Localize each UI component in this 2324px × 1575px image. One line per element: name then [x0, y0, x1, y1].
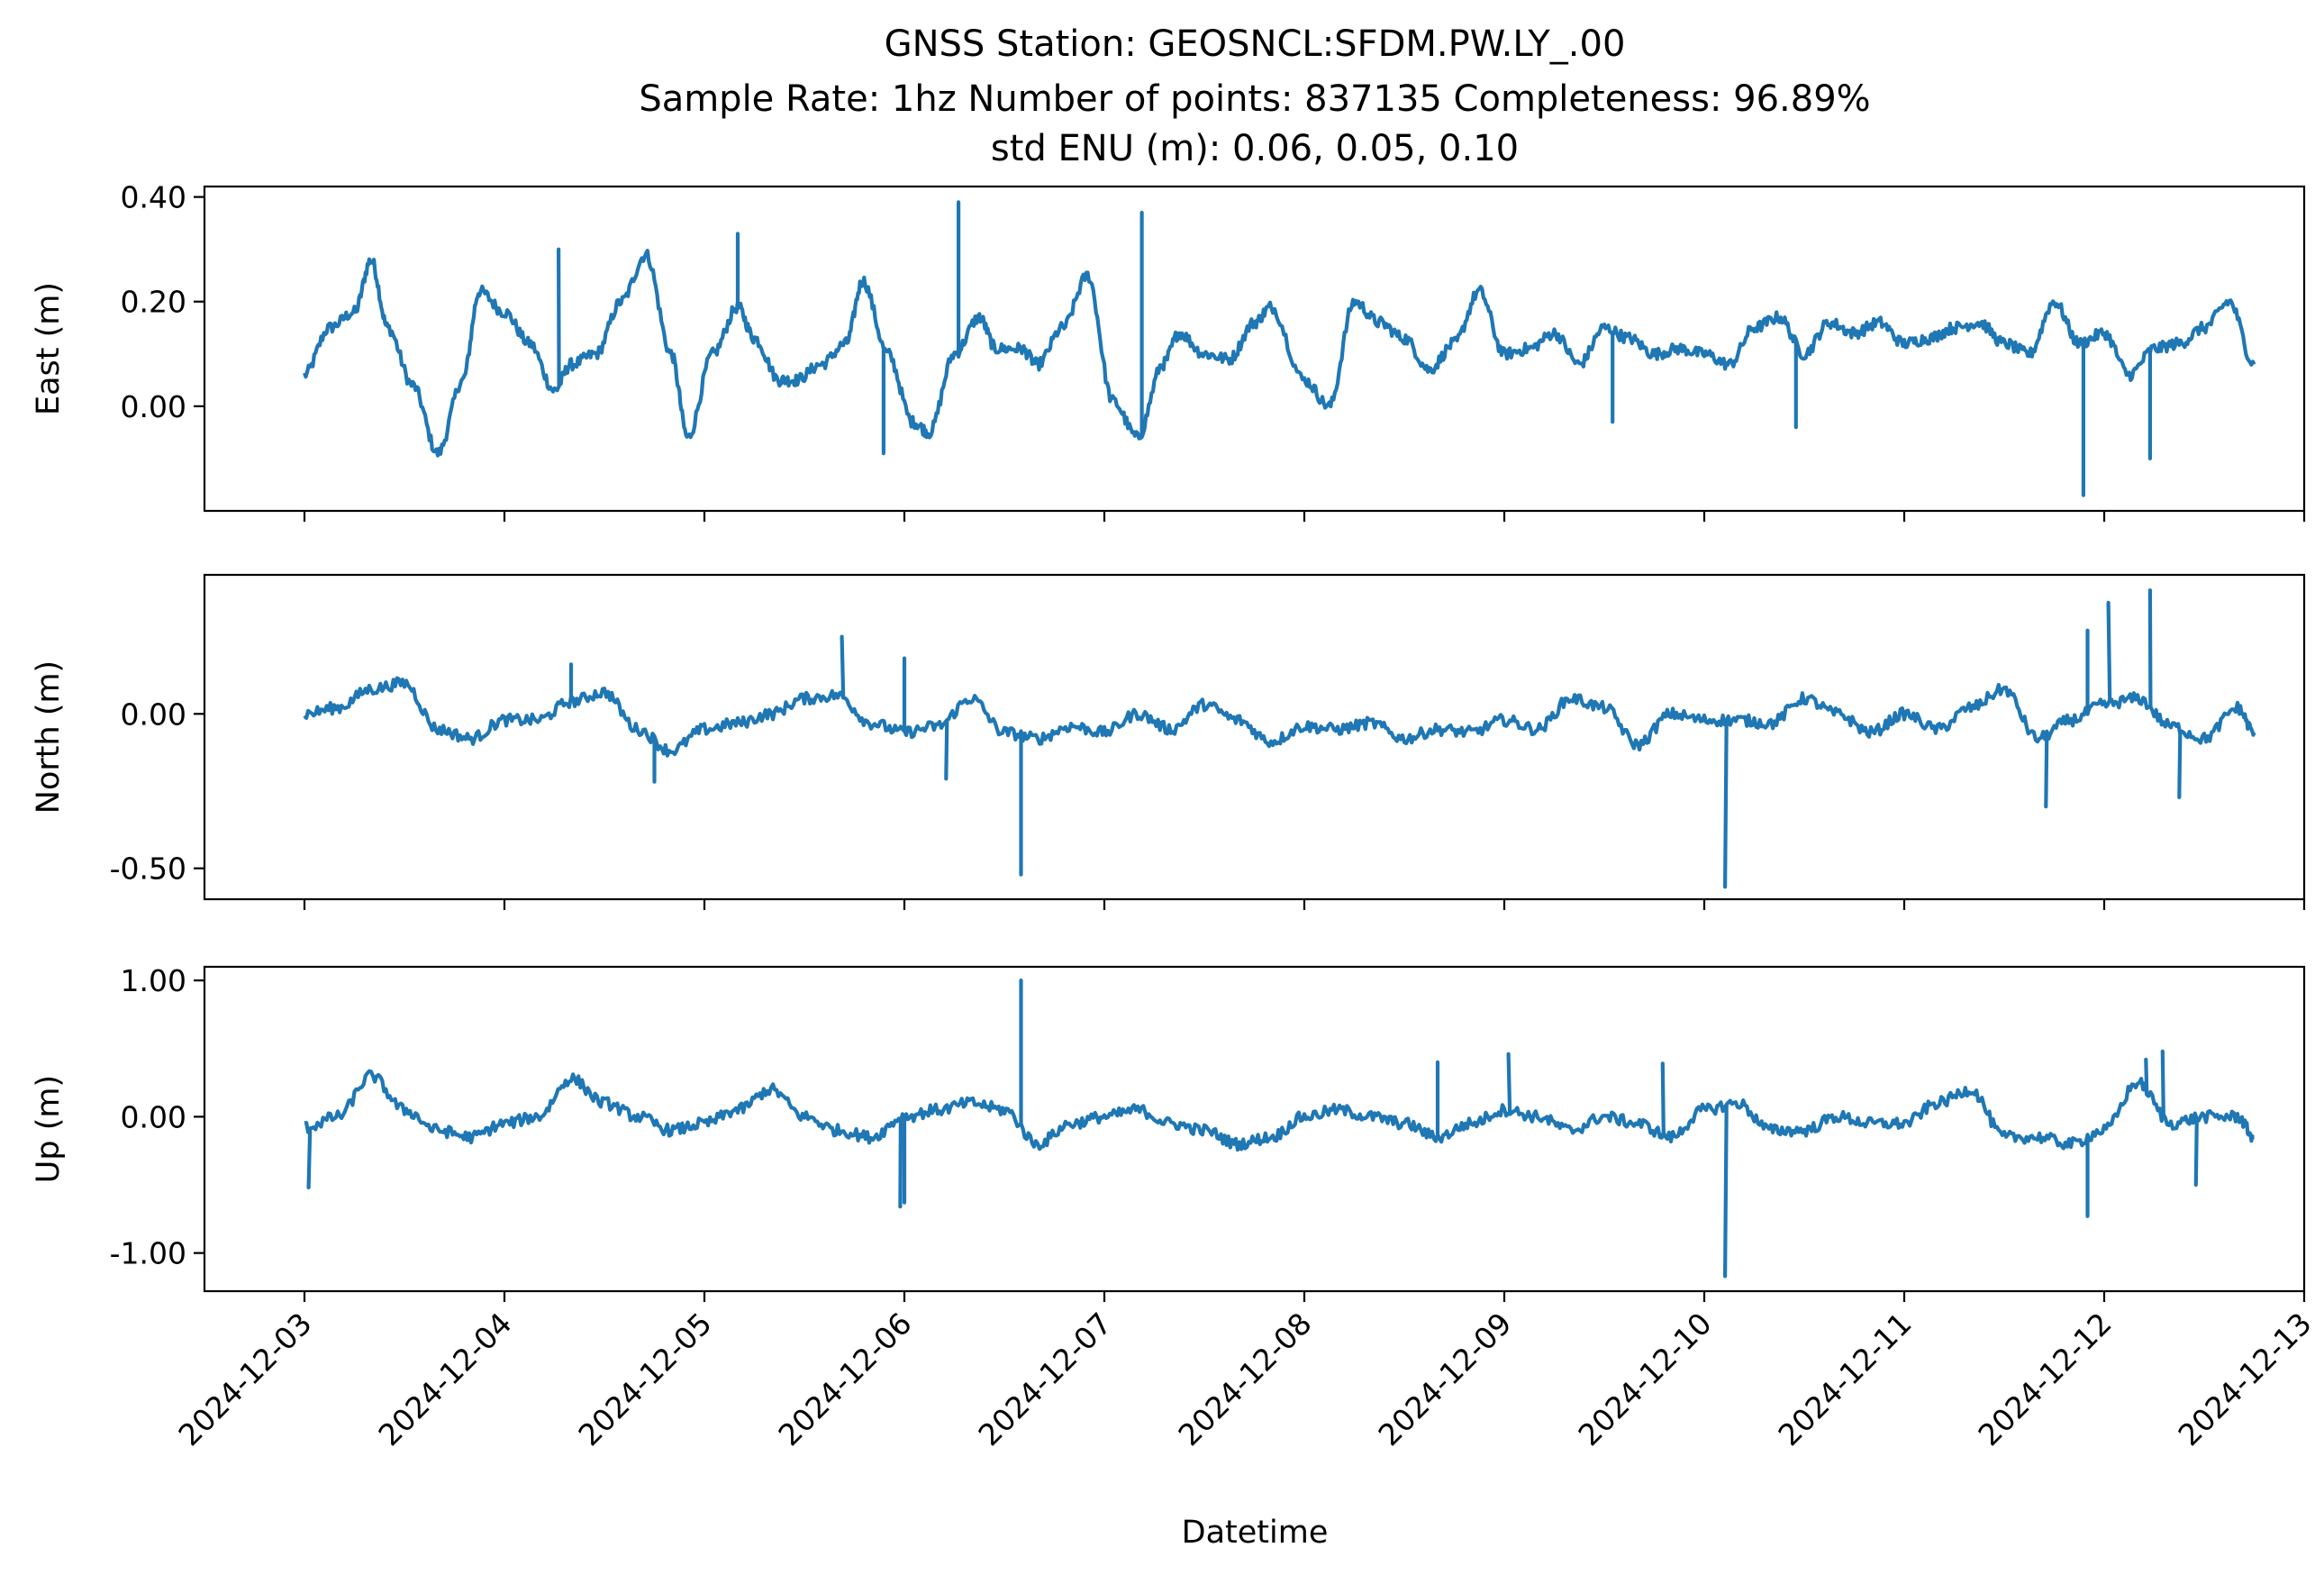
north-axes-frame [203, 573, 2306, 901]
east-series-line [303, 200, 2256, 497]
title-line-sample-rate: Sample Rate: 1hz Number of points: 83713… [639, 78, 1870, 120]
up-series-line [304, 979, 2256, 1279]
east-ytick-label: 0.20 [121, 285, 186, 320]
north-ytick-label: -0.50 [110, 851, 186, 887]
title-line-station: GNSS Station: GEOSNCL:SFDM.PW.LY_.00 [885, 23, 1626, 65]
x-axis-label: Datetime [1182, 1515, 1329, 1551]
up-ytick-label: 0.00 [121, 1099, 186, 1134]
title-line-std-enu: std ENU (m): 0.06, 0.05, 0.10 [991, 128, 1519, 169]
east-y-axis-label: East (m) [31, 282, 67, 415]
up-y-axis-label: Up (m) [31, 1075, 67, 1183]
up-ytick-label: -1.00 [110, 1236, 186, 1271]
north-y-axis-label: North (m) [31, 660, 67, 814]
up-axes-frame [203, 965, 2306, 1293]
east-ytick-label: 0.00 [121, 389, 186, 424]
east-axes-frame [203, 185, 2306, 513]
east-ytick-label: 0.40 [121, 180, 186, 215]
north-series-line [303, 588, 2256, 889]
up-ytick-label: 1.00 [121, 963, 186, 998]
north-panel: -0.50 0.00 North (m) [31, 573, 2306, 910]
figure-title: GNSS Station: GEOSNCL:SFDM.PW.LY_.00 Sam… [639, 23, 1870, 169]
north-ytick-label: 0.00 [121, 696, 186, 732]
east-panel: 0.00 0.20 0.40 East (m) [31, 180, 2306, 522]
